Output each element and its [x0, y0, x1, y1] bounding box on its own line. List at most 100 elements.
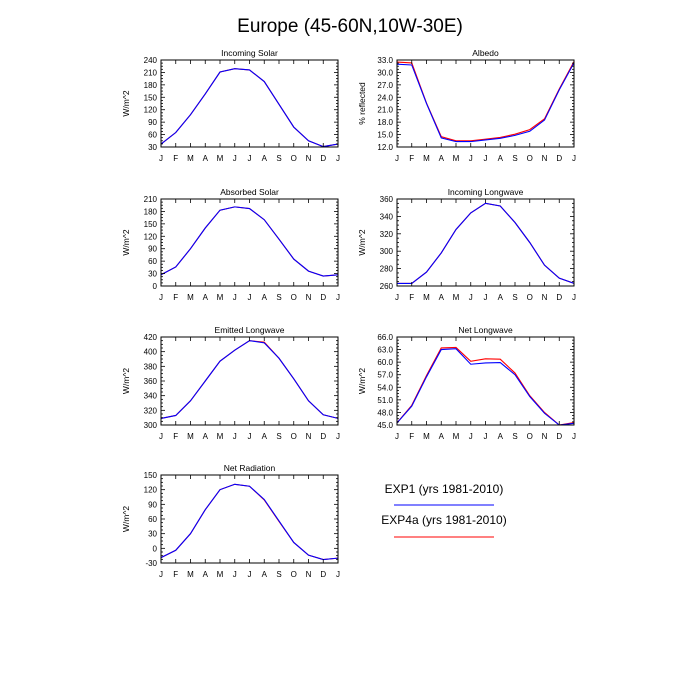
plot-frame: [396, 198, 575, 287]
x-tick-label: F: [173, 154, 178, 163]
x-tick-label: S: [276, 293, 281, 302]
y-tick-label: 150: [144, 471, 158, 480]
y-tick-label: 300: [144, 421, 158, 430]
y-tick-label: 400: [144, 348, 158, 357]
x-tick-label: O: [291, 570, 297, 579]
x-tick-label: S: [276, 154, 281, 163]
x-tick-label: J: [484, 432, 488, 441]
panel-title: Albedo: [472, 48, 499, 58]
x-tick-label: M: [423, 293, 430, 302]
x-tick-label: M: [217, 154, 224, 163]
x-tick-label: A: [203, 432, 209, 441]
x-tick-label: O: [527, 432, 533, 441]
x-tick-label: J: [248, 570, 252, 579]
series-line-exp1: [397, 348, 574, 425]
y-axis-label: W/m^2: [357, 229, 367, 255]
x-tick-label: S: [276, 570, 281, 579]
y-tick-label: 240: [144, 56, 158, 65]
x-tick-label: J: [233, 432, 237, 441]
x-tick-label: J: [469, 293, 473, 302]
x-tick-label: O: [291, 154, 297, 163]
x-tick-label: S: [512, 293, 517, 302]
y-tick-label: 30.0: [377, 68, 393, 77]
plot-frame: [160, 198, 339, 287]
y-tick-label: 12.0: [377, 143, 393, 152]
series-line-exp1: [397, 62, 574, 143]
plot-frame: [160, 59, 339, 148]
x-tick-label: A: [203, 570, 209, 579]
x-tick-label: J: [336, 432, 340, 441]
x-tick-label: M: [187, 293, 194, 302]
plot-frame: [396, 59, 575, 148]
y-tick-label: 420: [144, 333, 158, 342]
x-tick-label: A: [203, 293, 209, 302]
x-tick-label: J: [484, 293, 488, 302]
y-tick-label: 66.0: [377, 333, 393, 342]
x-tick-label: D: [556, 293, 562, 302]
x-tick-label: N: [542, 293, 548, 302]
x-tick-label: J: [572, 432, 576, 441]
y-tick-label: 300: [380, 247, 394, 256]
y-tick-label: 360: [380, 195, 394, 204]
panel-albedo: J F M A M J J A S O N D J12.015.018.021.024.027.030.…: [357, 48, 576, 163]
legend: EXP1 (yrs 1981-2010) EXP4a (yrs 1981-201…: [381, 482, 507, 538]
y-tick-label: 60: [148, 515, 157, 524]
y-tick-label: 120: [144, 106, 158, 115]
x-tick-label: J: [233, 154, 237, 163]
x-tick-label: F: [409, 432, 414, 441]
x-tick-label: F: [173, 570, 178, 579]
series-line-exp4a: [161, 340, 338, 419]
y-tick-label: 63.0: [377, 346, 393, 355]
y-tick-label: 45.0: [377, 421, 393, 430]
y-tick-label: 30: [148, 270, 157, 279]
series-line-exp4a: [397, 202, 574, 284]
x-tick-label: J: [395, 432, 399, 441]
x-tick-label: J: [469, 154, 473, 163]
panel-title: Incoming Solar: [221, 48, 278, 58]
x-tick-label: M: [187, 432, 194, 441]
series-line-exp4a: [161, 206, 338, 277]
x-tick-label: J: [233, 570, 237, 579]
y-tick-label: 320: [380, 230, 394, 239]
panel-net-longwave: J F M A M J J A S O N D J45.048.051.054.057.060.063.…: [357, 325, 576, 441]
x-tick-label: A: [262, 293, 268, 302]
x-tick-label: O: [291, 293, 297, 302]
series-line-exp1: [161, 483, 338, 561]
y-tick-label: 150: [144, 220, 158, 229]
y-tick-label: 0: [153, 282, 158, 291]
x-tick-label: D: [320, 570, 326, 579]
x-tick-label: M: [423, 154, 430, 163]
y-tick-label: 18.0: [377, 118, 393, 127]
y-axis-label: W/m^2: [357, 368, 367, 394]
panel-title: Net Longwave: [458, 325, 513, 335]
x-tick-label: F: [409, 293, 414, 302]
y-axis-label: W/m^2: [121, 368, 131, 394]
panel-title: Emitted Longwave: [215, 325, 285, 335]
panel-title: Incoming Longwave: [448, 187, 524, 197]
y-tick-label: 210: [144, 195, 158, 204]
x-tick-label: M: [187, 154, 194, 163]
x-tick-label: A: [498, 293, 504, 302]
x-tick-label: D: [320, 293, 326, 302]
y-tick-label: 27.0: [377, 81, 393, 90]
x-tick-label: J: [248, 154, 252, 163]
x-tick-label: D: [556, 154, 562, 163]
y-tick-label: 380: [144, 362, 158, 371]
y-axis-label: W/m^2: [121, 229, 131, 255]
y-tick-label: 360: [144, 377, 158, 386]
y-tick-label: 33.0: [377, 56, 393, 65]
panel-title: Absorbed Solar: [220, 187, 279, 197]
x-tick-label: M: [453, 154, 460, 163]
x-tick-label: F: [173, 293, 178, 302]
y-tick-label: 210: [144, 68, 158, 77]
panels: J F M A M J J A S O N D J306090120150180210240Incomi…: [121, 48, 576, 579]
y-tick-label: 340: [144, 392, 158, 401]
x-tick-label: A: [439, 154, 445, 163]
x-tick-label: F: [173, 432, 178, 441]
x-tick-label: N: [542, 154, 548, 163]
x-tick-label: J: [484, 154, 488, 163]
series-line-exp1: [397, 202, 574, 284]
y-tick-label: 60: [148, 257, 157, 266]
